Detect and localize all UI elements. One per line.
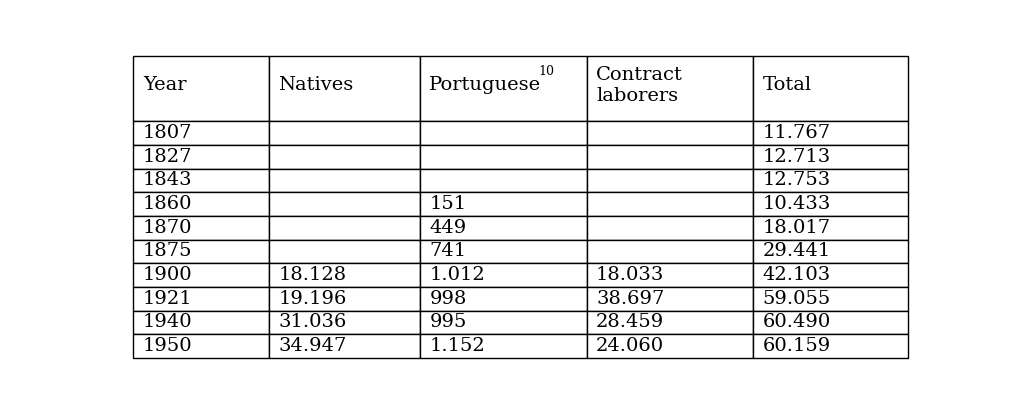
Bar [269,121,420,145]
Bar [586,311,753,335]
Bar [269,216,420,240]
Bar [753,145,908,168]
Bar [269,287,420,311]
Bar [269,168,420,192]
Bar [420,168,586,192]
Text: 449: 449 [430,219,466,237]
Bar [133,168,269,192]
Bar [753,335,908,358]
Bar [269,240,420,263]
Text: 1843: 1843 [142,171,192,189]
Bar [269,192,420,216]
Bar [133,263,269,287]
Bar [586,56,753,121]
Bar [586,145,753,168]
Bar [133,335,269,358]
Text: 28.459: 28.459 [596,314,664,331]
Text: 1.152: 1.152 [430,337,486,355]
Bar [420,121,586,145]
Text: 18.128: 18.128 [278,266,346,284]
Bar [420,311,586,335]
Text: 1860: 1860 [142,195,192,213]
Text: 38.697: 38.697 [596,290,664,308]
Bar [586,263,753,287]
Text: 12.753: 12.753 [763,171,831,189]
Bar [133,192,269,216]
Text: Year: Year [142,76,186,95]
Text: 24.060: 24.060 [596,337,664,355]
Text: 1.012: 1.012 [430,266,486,284]
Text: Portuguese: Portuguese [430,76,542,95]
Text: 1827: 1827 [142,148,192,166]
Bar [753,240,908,263]
Bar [586,335,753,358]
Bar [586,168,753,192]
Text: 31.036: 31.036 [278,314,346,331]
Bar [269,311,420,335]
Text: 1875: 1875 [142,242,192,261]
Bar [269,56,420,121]
Text: 29.441: 29.441 [763,242,831,261]
Bar [420,216,586,240]
Text: 10.433: 10.433 [763,195,831,213]
Text: 1940: 1940 [142,314,192,331]
Text: 741: 741 [430,242,466,261]
Text: 12.713: 12.713 [763,148,831,166]
Bar [269,145,420,168]
Bar [133,145,269,168]
Text: Contract
laborers: Contract laborers [596,66,683,105]
Text: 10: 10 [538,65,554,78]
Bar [753,56,908,121]
Bar [133,287,269,311]
Text: 995: 995 [430,314,466,331]
Text: Natives: Natives [278,76,354,95]
Text: 19.196: 19.196 [278,290,346,308]
Text: 18.033: 18.033 [596,266,664,284]
Bar [133,240,269,263]
Text: 151: 151 [430,195,466,213]
Bar [420,240,586,263]
Text: 59.055: 59.055 [763,290,831,308]
Bar [133,311,269,335]
Text: 998: 998 [430,290,466,308]
Bar [586,121,753,145]
Bar [586,216,753,240]
Bar [753,287,908,311]
Bar [753,192,908,216]
Bar [586,240,753,263]
Bar [753,311,908,335]
Bar [420,145,586,168]
Bar [269,335,420,358]
Bar [753,168,908,192]
Bar [420,335,586,358]
Text: 1807: 1807 [142,124,192,142]
Text: 11.767: 11.767 [763,124,831,142]
Text: 1921: 1921 [142,290,192,308]
Text: 18.017: 18.017 [763,219,831,237]
Bar [586,192,753,216]
Bar [133,56,269,121]
Bar [753,121,908,145]
Bar [586,287,753,311]
Bar [269,263,420,287]
Bar [420,192,586,216]
Text: 34.947: 34.947 [278,337,346,355]
Text: 60.490: 60.490 [763,314,831,331]
Text: 1900: 1900 [142,266,192,284]
Bar [133,216,269,240]
Bar [420,263,586,287]
Bar [133,121,269,145]
Bar [753,216,908,240]
Text: 1870: 1870 [142,219,192,237]
Text: 1950: 1950 [142,337,192,355]
Text: 42.103: 42.103 [763,266,831,284]
Bar [420,287,586,311]
Text: Total: Total [763,76,812,95]
Text: 60.159: 60.159 [763,337,831,355]
Bar [753,263,908,287]
Bar [420,56,586,121]
